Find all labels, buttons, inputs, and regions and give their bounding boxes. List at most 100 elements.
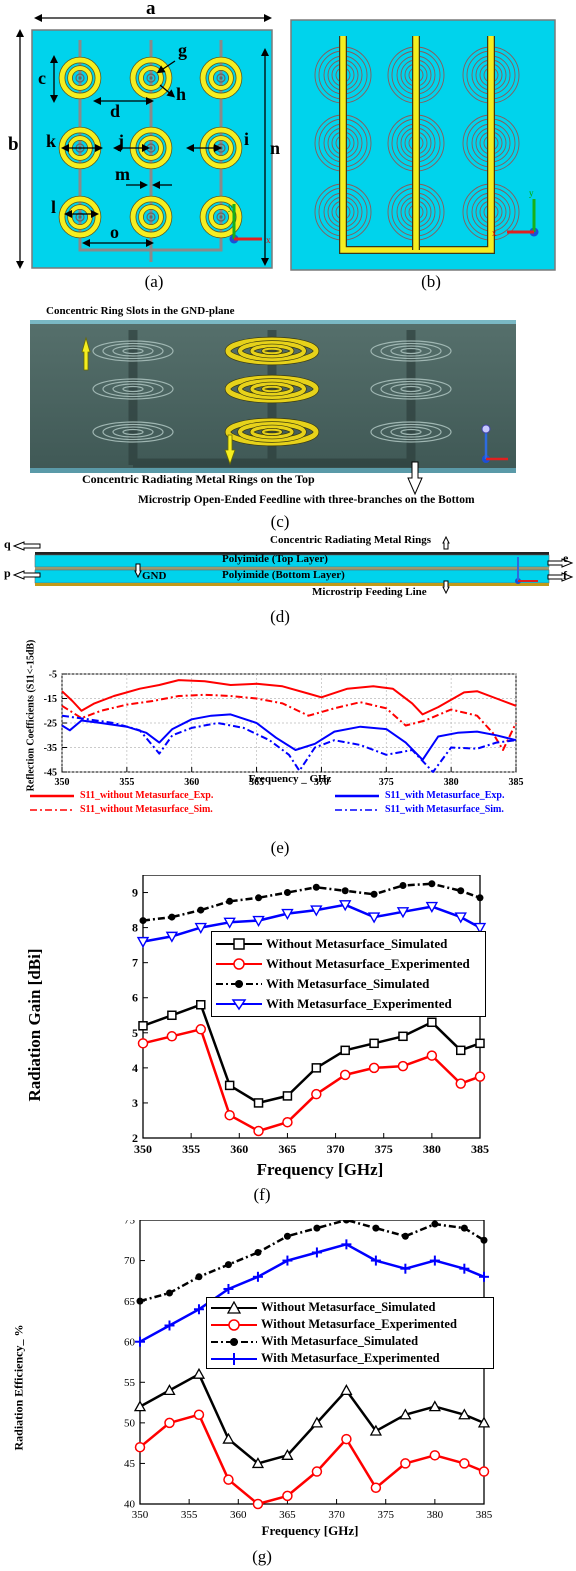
legend-e-item-1: S11_without Metasurface_Sim.	[30, 804, 213, 815]
chart-f-legend: Without Metasurface_Simulated Without Me…	[211, 931, 486, 1017]
ring-slot-3d	[370, 340, 452, 362]
y-tick-label: 45	[124, 1458, 136, 1470]
legend-e-label-1: S11_without Metasurface_Sim.	[80, 804, 213, 815]
legend-g-item-1: Without Metasurface_Experimented	[211, 1316, 489, 1333]
caption-d: (d)	[270, 607, 290, 626]
data-point	[369, 1424, 382, 1436]
data-point	[134, 1441, 146, 1453]
data-point	[477, 1416, 491, 1428]
data-point	[457, 887, 465, 895]
dim-label-b: b	[8, 134, 19, 155]
panel-b: y x (b)	[285, 0, 576, 300]
panel-d-drawing	[12, 535, 574, 595]
data-point	[192, 1367, 206, 1379]
data-point	[339, 900, 352, 912]
data-point	[226, 897, 234, 905]
data-point	[282, 1490, 293, 1502]
x-tick-label: 385	[476, 1509, 493, 1521]
dim-label-o: o	[110, 222, 119, 242]
y-tick-label: 60	[124, 1336, 136, 1348]
concentric-ring-element	[199, 56, 243, 100]
data-point	[224, 1109, 235, 1121]
dim-label-j: j	[118, 131, 124, 151]
dim-label-m: m	[115, 164, 130, 184]
feedline-three-branch	[339, 36, 495, 254]
dim-label-n: n	[270, 138, 281, 158]
data-point	[197, 906, 205, 914]
x-tick-label: 370	[314, 777, 329, 788]
legend-e-label-3: S11_with Metasurface_Sim.	[385, 804, 504, 815]
chart-e-legend: S11_without Metasurface_Exp. S11_without…	[30, 790, 550, 830]
data-point	[252, 1498, 264, 1510]
panel-f: 350 355 360 365 370 375 380 385 2 3 4 5 6 7 8 9 Frequen…	[0, 875, 576, 1220]
data-point	[475, 1038, 485, 1049]
panel-a: y x a b c d g h k j i n m l o (a)	[0, 0, 285, 300]
data-point	[341, 887, 349, 895]
y-tick-label: -35	[44, 743, 57, 754]
legend-g-item-0: Without Metasurface_Simulated	[211, 1299, 489, 1316]
data-point	[254, 1248, 262, 1256]
data-point	[195, 1273, 203, 1281]
data-point	[460, 1224, 468, 1232]
dim-label-d: d	[110, 101, 121, 121]
y-tick-label: 75	[124, 1220, 136, 1227]
chart-e-xlabel: Frequency _ GHz	[248, 773, 332, 785]
data-point	[458, 1408, 471, 1420]
x-tick-label: 360	[184, 777, 199, 788]
dim-label-i: i	[244, 129, 250, 149]
data-point	[476, 894, 484, 902]
data-point	[478, 1466, 490, 1477]
y-tick-label: -5	[49, 669, 57, 680]
y-tick-label: 9	[132, 886, 138, 900]
data-point	[459, 1458, 470, 1469]
data-point	[281, 1448, 294, 1460]
y-tick-label: 40	[124, 1499, 136, 1511]
data-point	[428, 880, 436, 888]
data-point	[431, 1220, 439, 1228]
caption-c: (c)	[270, 512, 290, 531]
concentric-ring-element	[129, 56, 173, 100]
legend-e-item-3: S11_with Metasurface_Sim.	[335, 804, 504, 815]
data-point	[398, 1031, 408, 1042]
svg-text:y: y	[228, 202, 233, 212]
data-point	[340, 1045, 350, 1056]
data-point	[224, 1080, 235, 1091]
data-point	[136, 1297, 144, 1305]
data-point	[138, 1021, 148, 1031]
label-d-q: q	[4, 537, 11, 551]
data-point	[429, 1450, 441, 1461]
y-tick-label: 4	[132, 1061, 138, 1075]
legend-f-item-2: With Metasurface_Simulated	[216, 974, 481, 994]
ring-slot-3d	[92, 340, 174, 362]
legend-f-item-1: Without Metasurface_Experimented	[216, 954, 481, 974]
panel-b-drawing: y x	[290, 19, 556, 271]
data-point	[252, 915, 265, 928]
data-point	[340, 1384, 353, 1396]
ring-array-top	[58, 56, 243, 239]
x-tick-label: 355	[181, 1509, 198, 1521]
ring-slot-3d	[92, 378, 174, 400]
metal-ring-3d	[224, 374, 320, 404]
legend-f-label-3: With Metasurface_Experimented	[266, 996, 452, 1011]
caption-b: (b)	[421, 272, 441, 291]
data-point	[193, 1409, 205, 1420]
data-point	[480, 1236, 488, 1244]
data-point	[342, 1220, 350, 1224]
y-tick-label: 8	[132, 921, 138, 935]
data-point	[168, 913, 176, 921]
y-tick-label: 6	[132, 991, 138, 1005]
concentric-ring-element	[58, 195, 102, 239]
label-d-feed: Microstrip Feeding Line	[312, 586, 427, 598]
y-tick-label: 3	[132, 1096, 138, 1110]
data-point	[282, 1116, 293, 1128]
x-tick-label: 360	[230, 1509, 247, 1521]
x-tick-label: 360	[230, 1142, 248, 1156]
panel-d: Concentric Radiating Metal Rings Polyimi…	[0, 534, 576, 630]
legend-g-label-1: Without Metasurface_Experimented	[261, 1317, 457, 1331]
data-point	[455, 1045, 466, 1056]
metal-ring-3d	[224, 417, 320, 447]
chart-e-ylabel: Reflection Coefficients (S11<-15dB)	[25, 639, 37, 792]
panel-c-drawing	[30, 320, 516, 496]
dim-label-g: g	[178, 40, 187, 60]
label-concentric-ring-slots: Concentric Ring Slots in the GND-plane	[46, 305, 235, 317]
